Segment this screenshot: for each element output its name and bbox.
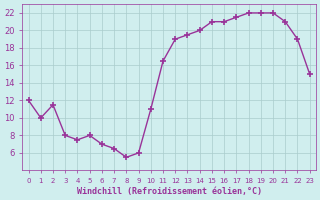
X-axis label: Windchill (Refroidissement éolien,°C): Windchill (Refroidissement éolien,°C) [76,187,262,196]
